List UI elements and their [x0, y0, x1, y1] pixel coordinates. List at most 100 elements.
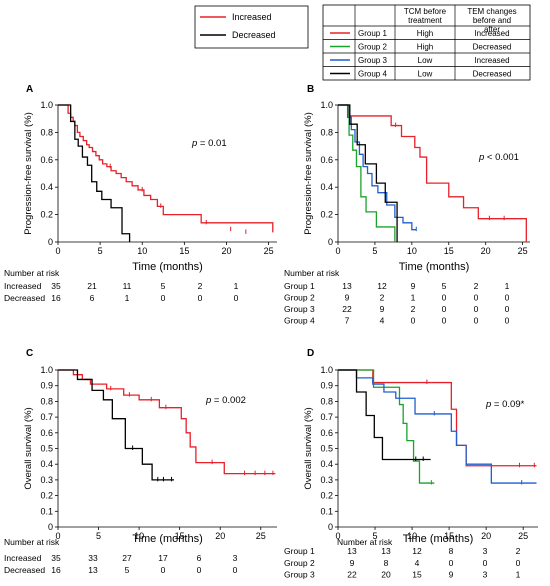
risk-count: 11 [123, 281, 132, 291]
y-tick-label: 0.4 [320, 182, 333, 192]
risk-count: 9 [350, 558, 355, 568]
legend-table-tem: Decreased [473, 43, 512, 52]
risk-table-title: Number at risk [4, 268, 60, 278]
x-tick-label: 0 [55, 531, 60, 541]
x-tick-label: 15 [175, 531, 185, 541]
y-tick-label: 0.6 [40, 155, 53, 165]
y-tick-label: 0.4 [320, 459, 333, 469]
survival-curve-group-2 [338, 369, 435, 484]
x-tick-label: 5 [96, 531, 101, 541]
legend-table-tcm: High [417, 29, 433, 38]
y-tick-label: 0 [48, 237, 53, 247]
y-tick-label: 0.1 [40, 506, 53, 516]
panel-D: D00.10.20.30.40.50.60.70.80.91.00 5 10 15 20… [284, 348, 538, 586]
risk-count: 0 [442, 316, 447, 326]
risk-count: 5 [161, 281, 166, 291]
risk-count: 0 [474, 293, 479, 303]
x-tick-label: 15 [444, 531, 454, 541]
risk-count: 0 [197, 565, 202, 575]
risk-count: 0 [161, 293, 166, 303]
risk-count: 4 [415, 558, 420, 568]
survival-curve-group-4 [338, 104, 398, 242]
legend-table-header-tem: TEM changes before and after [467, 7, 516, 34]
x-tick-label: 15 [444, 246, 454, 256]
risk-count: 16 [51, 565, 61, 575]
y-tick-label: 1.0 [40, 365, 53, 375]
x-tick-label: 15 [179, 246, 189, 256]
x-tick-label: 25 [264, 246, 274, 256]
y-tick-label: 0.3 [320, 475, 333, 485]
legend-table-tcm: Low [418, 70, 433, 79]
y-tick-label: 0.4 [40, 182, 53, 192]
legend-left-frame [194, 5, 309, 49]
legend-table-group: Group 4 [358, 70, 387, 79]
y-tick-label: 0.4 [40, 459, 53, 469]
y-tick-label: 0.8 [320, 127, 333, 137]
risk-count: 12 [377, 281, 387, 291]
y-tick-label: 1.0 [40, 100, 53, 110]
survival-curve-decreased [58, 369, 174, 481]
risk-count: 15 [412, 570, 422, 580]
p-value-annotation: p = 0.01 [191, 138, 227, 149]
risk-count: 4 [380, 316, 385, 326]
legend-table-tem: Increased [474, 56, 509, 65]
risk-count: 0 [474, 316, 479, 326]
risk-count: 1 [516, 570, 521, 580]
p-value-annotation: p = 0.09* [485, 399, 525, 410]
x-tick-label: 0 [55, 246, 60, 256]
legend-increased-label: Increased [232, 12, 272, 22]
risk-row-name: Group 3 [284, 304, 315, 314]
y-tick-label: 0.1 [320, 506, 333, 516]
p-value-text: < 0.001 [484, 152, 519, 163]
risk-row-name: Group 3 [284, 570, 315, 580]
x-tick-label: 0 [335, 246, 340, 256]
risk-count: 0 [233, 565, 238, 575]
p-value-annotation: p < 0.001 [478, 152, 519, 163]
legend-table-group: Group 2 [358, 43, 387, 52]
risk-count: 0 [442, 304, 447, 314]
y-tick-label: 0.3 [40, 475, 53, 485]
survival-curve-group-4 [338, 369, 431, 461]
risk-row-name: Increased [4, 281, 42, 291]
panel-label: C [26, 348, 33, 359]
survival-curve-group-1 [338, 104, 527, 242]
x-tick-label: 20 [221, 246, 231, 256]
legend-table-tem: Increased [474, 29, 509, 38]
risk-count: 22 [347, 570, 357, 580]
risk-row-name: Group 4 [284, 316, 315, 326]
x-axis-label: Time (months) [132, 261, 203, 273]
x-tick-label: 5 [373, 531, 378, 541]
legend-table-row: Group 3 Low Increased [330, 56, 510, 65]
legend-table-group: Group 3 [358, 56, 387, 65]
risk-count: 3 [233, 553, 238, 563]
y-axis-label: Overall survival (%) [23, 407, 34, 489]
p-value-text: = 0.01 [197, 138, 226, 149]
survival-curve-group-1 [338, 369, 537, 467]
risk-count: 16 [51, 293, 61, 303]
risk-row-name: Increased [4, 553, 42, 563]
p-value-annotation: p = 0.002 [205, 395, 246, 406]
risk-count: 0 [198, 293, 203, 303]
risk-count: 0 [483, 558, 488, 568]
panel-label: A [26, 84, 33, 95]
x-tick-label: 5 [372, 246, 377, 256]
x-axis-label: Time (months) [403, 533, 474, 545]
risk-count: 0 [234, 293, 239, 303]
x-tick-label: 25 [256, 531, 266, 541]
y-tick-label: 1.0 [320, 100, 333, 110]
p-value-symbol: p [205, 395, 211, 406]
y-tick-label: 0 [328, 522, 333, 532]
x-tick-label: 10 [407, 531, 417, 541]
y-axis-label: Progression-free survival (%) [23, 112, 34, 234]
p-value-symbol: p [191, 138, 197, 149]
risk-count: 0 [516, 558, 521, 568]
risk-row-name: Group 2 [284, 293, 315, 303]
risk-count: 2 [411, 304, 416, 314]
p-value-text: = 0.09* [491, 399, 524, 410]
risk-count: 0 [505, 293, 510, 303]
risk-count: 6 [197, 553, 202, 563]
y-tick-label: 0.8 [320, 396, 333, 406]
legend-table: TCM before treatment TEM changes before an… [322, 4, 531, 81]
legend-table-tcm: High [417, 43, 433, 52]
